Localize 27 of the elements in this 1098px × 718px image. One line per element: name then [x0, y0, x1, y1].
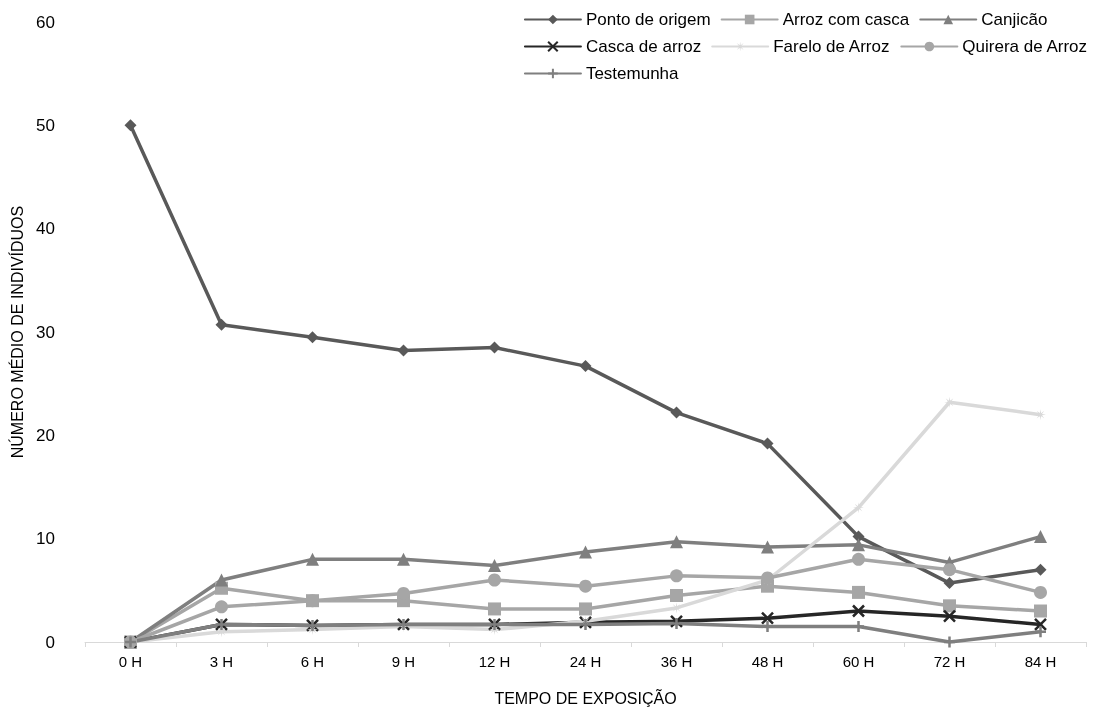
x-tick-label: 48 H [751, 653, 784, 670]
x-tick-label: 12 H [478, 653, 511, 670]
legend-label: Ponto de origem [585, 10, 711, 29]
y-tick-label: 60 [36, 12, 55, 32]
y-tick-label: 20 [36, 425, 55, 445]
x-tick-label: 84 H [1024, 653, 1057, 670]
y-tick-label: 0 [45, 632, 55, 652]
legend-label: Testemunha [585, 64, 680, 83]
x-tick-label: 9 H [391, 653, 416, 670]
legend-label: Quirera de Arroz [962, 37, 1088, 56]
x-tick-label: 24 H [569, 653, 602, 670]
legend-label: Canjicão [981, 10, 1048, 29]
y-tick-label: 40 [36, 219, 55, 239]
y-tick-label: 10 [36, 529, 55, 549]
x-tick-label: 36 H [660, 653, 693, 670]
y-axis-title: NÚMERO MÉDIO DE INDIVÍDUOS [7, 205, 26, 459]
legend-label: Arroz com casca [782, 10, 910, 29]
y-tick-label: 50 [36, 115, 55, 135]
x-tick-label: 60 H [842, 653, 875, 670]
x-tick-label: 72 H [933, 653, 966, 670]
legend-label: Casca de arroz [585, 37, 702, 56]
x-axis-title: TEMPO DE EXPOSIÇÃO [494, 687, 677, 707]
legend-label: Farelo de Arroz [773, 37, 890, 56]
x-tick-label: 6 H [300, 653, 325, 670]
y-tick-label: 30 [36, 322, 55, 342]
x-tick-label: 3 H [209, 653, 234, 670]
x-tick-label: 0 H [118, 653, 143, 670]
